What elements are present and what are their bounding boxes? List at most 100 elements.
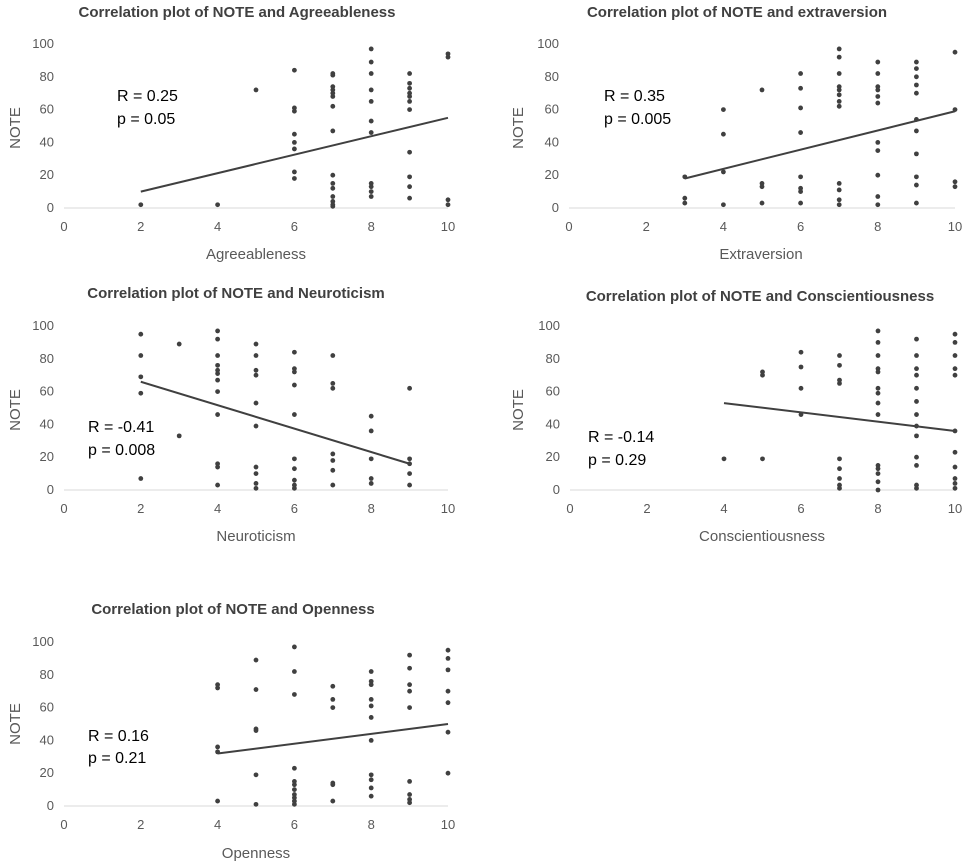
data-point xyxy=(837,476,842,481)
chart-agreeableness: Correlation plot of NOTE and Agreeablene… xyxy=(7,4,455,263)
data-point xyxy=(330,798,336,804)
x-tick-label: 6 xyxy=(291,219,298,234)
data-point xyxy=(407,94,412,99)
y-tick-label: 100 xyxy=(32,36,54,51)
x-tick-label: 8 xyxy=(368,501,375,516)
data-point xyxy=(875,400,881,406)
data-point xyxy=(292,412,297,417)
data-point xyxy=(368,777,374,783)
data-point xyxy=(253,423,259,429)
data-point xyxy=(368,71,374,76)
data-point xyxy=(330,181,336,186)
data-point xyxy=(875,369,881,375)
data-point xyxy=(330,185,336,191)
data-point xyxy=(330,172,336,178)
data-point xyxy=(914,372,919,378)
data-point xyxy=(836,197,842,203)
y-tick-label: 20 xyxy=(40,167,54,182)
data-point xyxy=(875,466,881,472)
data-point xyxy=(407,792,412,797)
data-point xyxy=(138,331,144,337)
data-point xyxy=(253,772,259,778)
y-tick-label: 100 xyxy=(32,634,54,649)
data-point xyxy=(914,74,919,80)
data-point xyxy=(292,105,297,111)
data-point xyxy=(330,203,336,209)
data-point xyxy=(759,200,765,206)
data-point xyxy=(292,779,297,784)
data-point xyxy=(914,482,919,488)
stat-r: R = 0.35 xyxy=(604,88,665,105)
x-tick-label: 4 xyxy=(214,501,221,516)
data-point xyxy=(836,46,842,52)
data-point xyxy=(875,94,881,99)
data-point xyxy=(330,683,336,689)
data-point xyxy=(407,682,412,688)
data-point xyxy=(330,385,336,391)
data-point xyxy=(875,353,881,358)
y-axis-label: NOTE xyxy=(7,703,24,745)
x-tick-label: 0 xyxy=(60,219,67,234)
data-point xyxy=(407,90,412,96)
data-point xyxy=(952,464,958,470)
y-tick-label: 0 xyxy=(47,482,54,497)
y-tick-label: 60 xyxy=(40,102,54,117)
data-point xyxy=(215,336,221,342)
data-point xyxy=(759,87,765,93)
x-tick-label: 0 xyxy=(566,501,573,516)
data-point xyxy=(407,652,412,658)
chart-title: Correlation plot of NOTE and Conscientio… xyxy=(586,288,934,305)
data-point xyxy=(875,463,881,468)
trend-line xyxy=(723,402,956,432)
data-point xyxy=(914,454,919,460)
data-point xyxy=(292,466,297,472)
data-point xyxy=(875,202,881,208)
data-point xyxy=(798,349,804,355)
data-point xyxy=(253,367,259,373)
trend-line xyxy=(140,116,449,193)
data-point xyxy=(138,374,144,380)
data-point xyxy=(407,184,412,190)
data-point xyxy=(407,149,412,155)
data-point xyxy=(253,400,259,406)
stat-p: p = 0.008 xyxy=(88,442,155,459)
data-point xyxy=(330,697,336,702)
data-point xyxy=(837,466,842,472)
data-point xyxy=(368,772,374,778)
data-point xyxy=(914,336,919,342)
data-point xyxy=(445,647,451,653)
data-point xyxy=(215,353,221,358)
data-point xyxy=(330,705,336,710)
x-tick-label: 10 xyxy=(948,501,962,516)
data-point xyxy=(407,71,412,76)
x-tick-label: 2 xyxy=(137,219,144,234)
data-point xyxy=(721,107,726,112)
data-point xyxy=(253,485,259,491)
data-point xyxy=(292,792,297,797)
data-point xyxy=(253,481,259,486)
trend-line xyxy=(684,110,956,180)
data-point xyxy=(836,187,842,193)
data-point xyxy=(952,485,958,491)
x-tick-label: 2 xyxy=(137,501,144,516)
chart-title: Correlation plot of NOTE and extraversio… xyxy=(587,4,887,21)
data-point xyxy=(292,477,297,483)
data-point xyxy=(330,451,336,457)
data-point xyxy=(368,481,374,486)
data-point xyxy=(138,390,144,396)
data-point xyxy=(253,372,259,378)
data-point xyxy=(368,130,374,135)
data-point xyxy=(837,381,842,386)
data-point xyxy=(215,464,221,470)
data-point xyxy=(292,366,297,372)
data-point xyxy=(721,131,726,137)
data-point xyxy=(445,54,451,60)
y-tick-label: 20 xyxy=(40,449,54,464)
x-tick-label: 8 xyxy=(874,501,881,516)
x-tick-label: 8 xyxy=(874,219,881,234)
data-point xyxy=(330,353,336,358)
data-point xyxy=(875,84,881,90)
data-point xyxy=(215,389,221,394)
y-axis-label: NOTE xyxy=(510,389,527,431)
data-point xyxy=(798,364,804,370)
